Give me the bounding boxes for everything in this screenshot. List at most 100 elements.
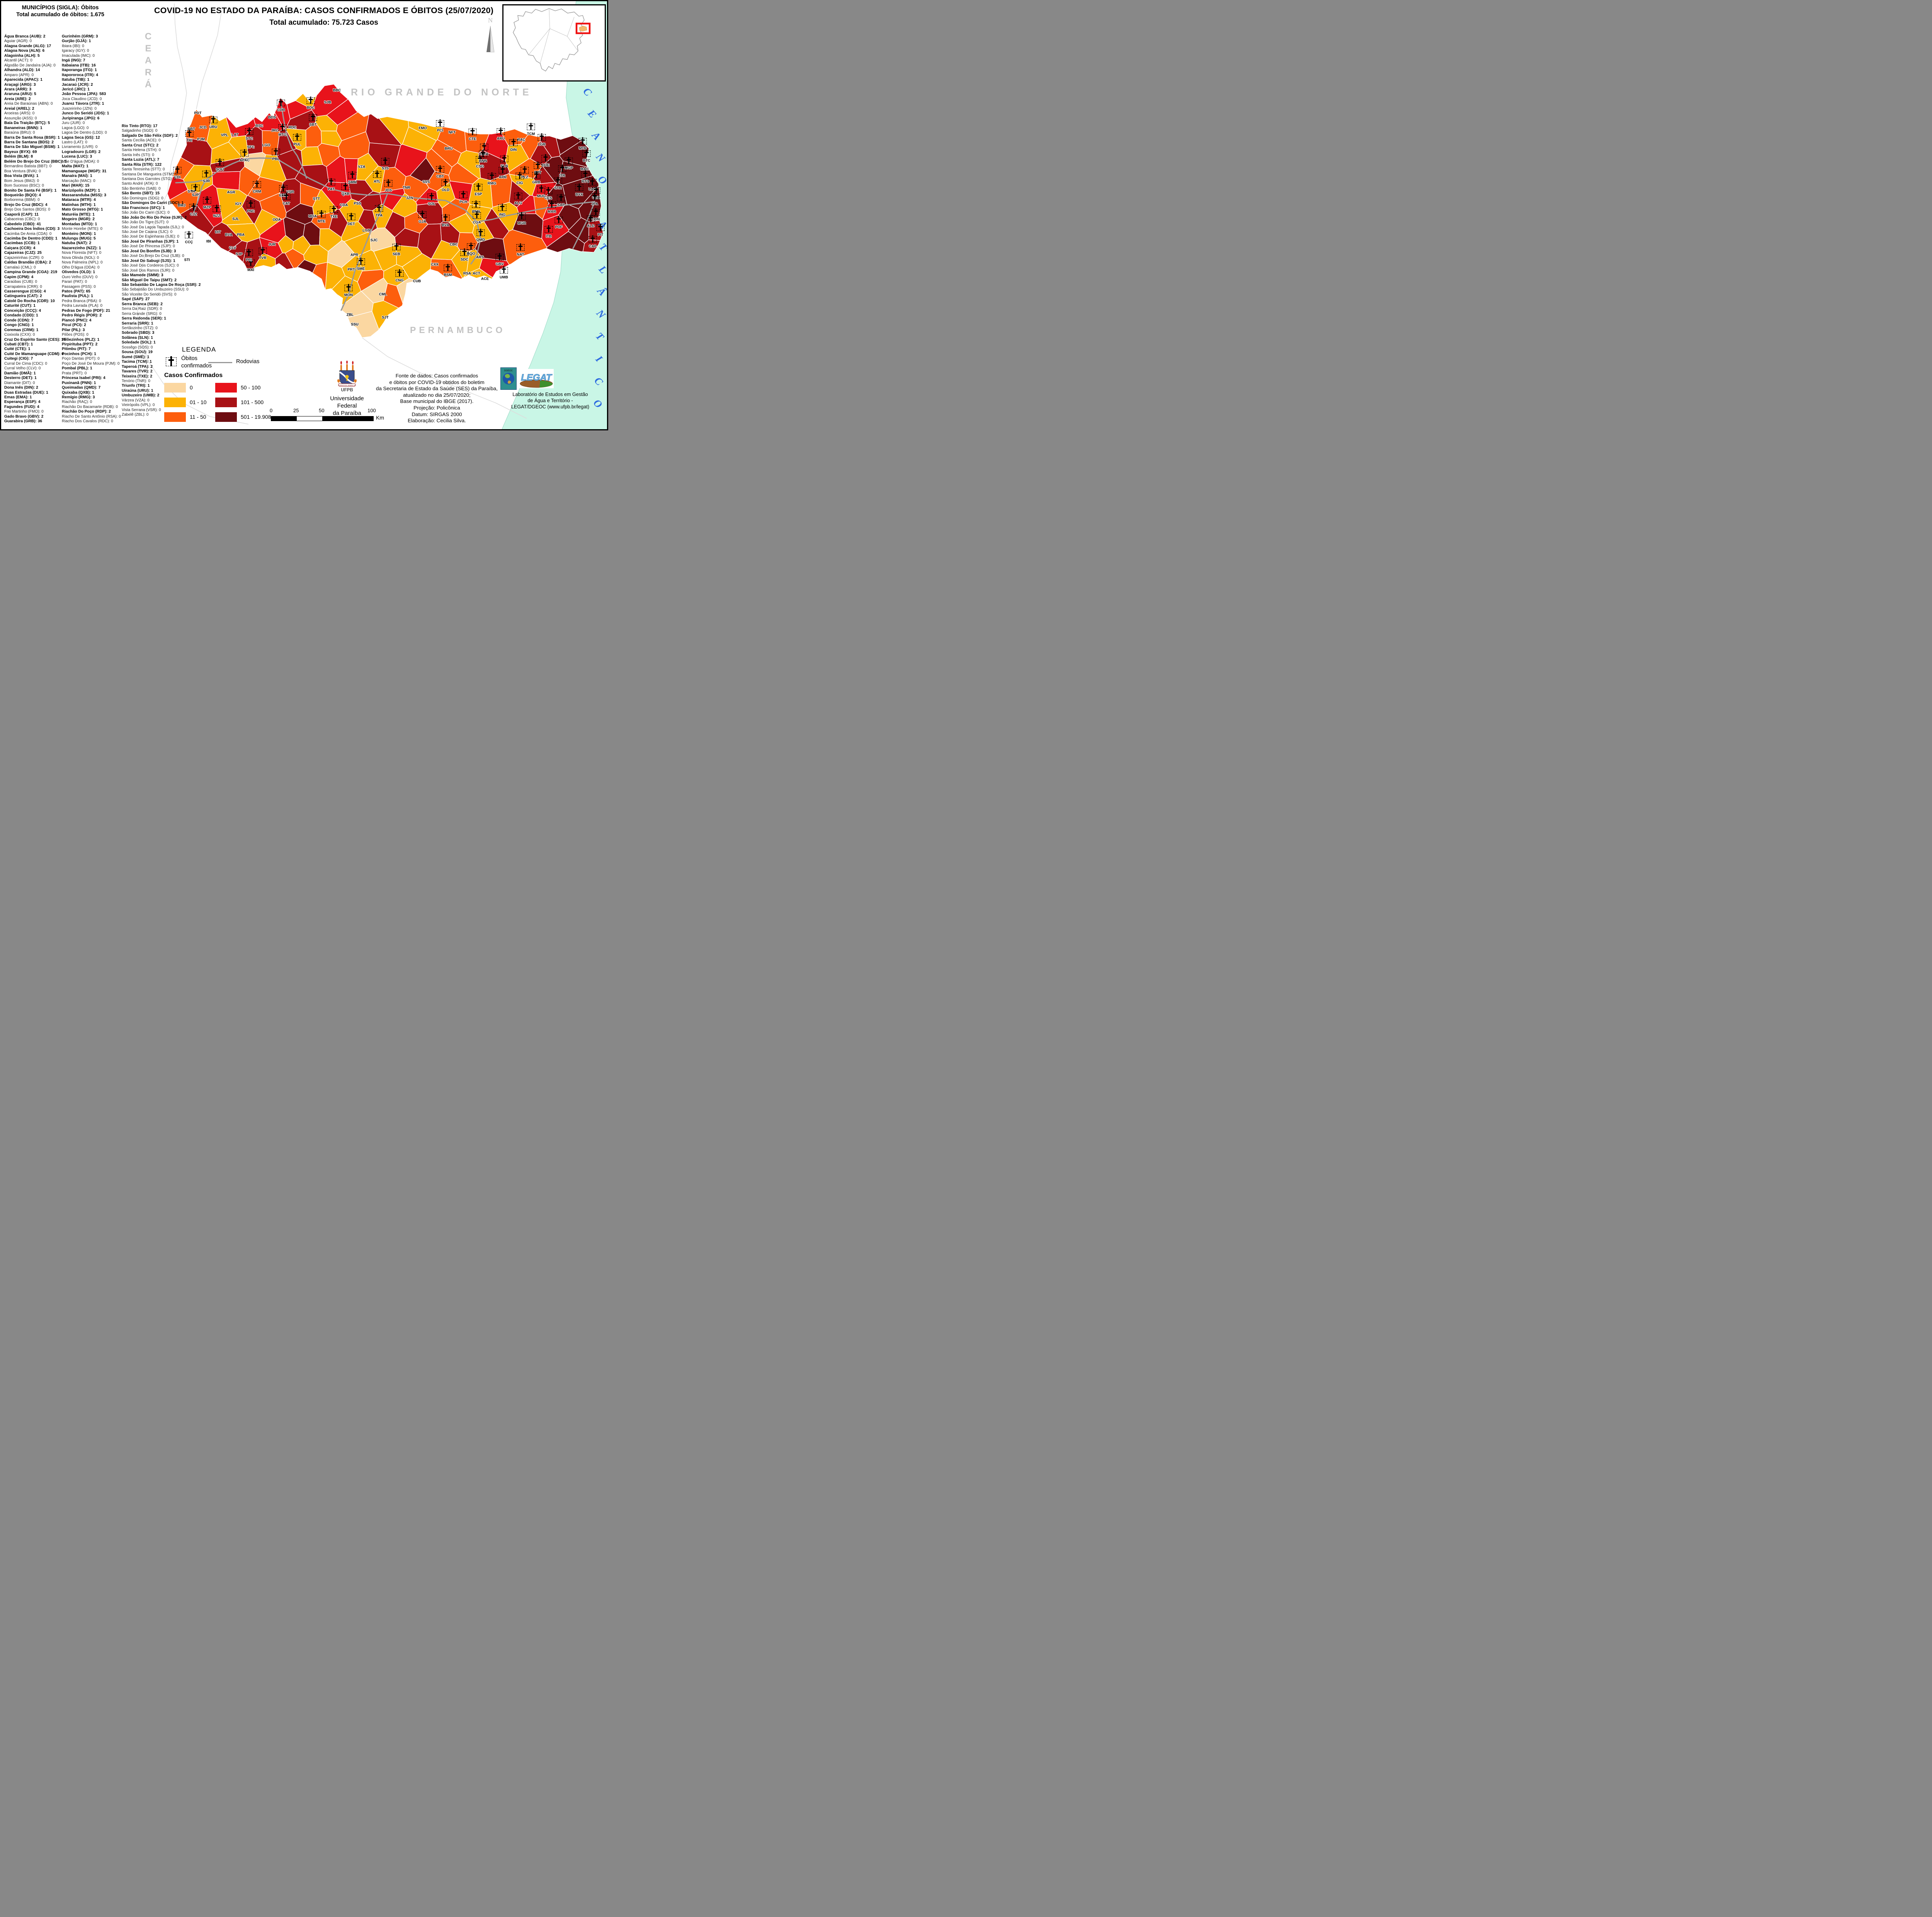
municipio-item: Umbuzeiro (UMB): 2 [122,393,160,398]
municipality-cell [372,204,393,229]
municipio-item: Duas Estradas (DUE): 1 [4,390,48,395]
municipio-item: São José Dos Cordeiros (SJC): 0 [122,263,179,268]
municipality-cell [380,167,406,192]
municipio-item: Aroeiras (ARS): 0 [4,111,35,116]
municipio-item: João Pessoa (JPA): 583 [62,92,106,97]
municipio-item: Tacima (TCM): 1 [122,360,152,364]
municipio-item: São Domingos Do Cariri (SDC): 1 [122,201,184,206]
brazil-inset-map [502,4,606,82]
municipality-column-2: Gurinhém (GRM): 3 Gurjão (GJÁ): 1 Ibiara (… [62,34,121,424]
municipio-item: Cuité (CTE): 1 [4,347,31,352]
municipio-item: Lagoa De Dentro (LDD): 0 [62,131,107,135]
municipio-item: Serra Redonda (SER): 1 [122,316,166,321]
municipio-item: Solânea (SLN): 1 [122,335,153,340]
municipio-item: Santa Rita (STR): 122 [122,162,162,167]
municipio-item: Belém (BLM): 8 [4,155,33,159]
municipio-item: Cuité De Mamanguape (CDM): 6 [4,352,64,356]
paraiba-highlight-box [575,22,591,34]
municipio-item: Picuí (PCI): 2 [62,323,86,328]
municipio-item: Maturéia (MTE): 1 [62,212,95,217]
municipio-item: Poço Dantas (PDT): 0 [62,357,100,361]
label-rio-grande-do-norte: RIO GRANDE DO NORTE [351,87,532,98]
municipio-item: Barra De Santana (BDS): 2 [4,140,54,144]
municipio-item: Prata (PRT): 0 [62,371,87,376]
municipio-item: São José De Caiana (SJC): 0 [122,229,173,234]
scale-tick-100: 100 [367,408,376,413]
municipio-item: Pedras De Fogo (PDF): 21 [62,308,111,313]
municipio-item: São Mamede (SMM): 3 [122,273,163,278]
municipio-item: Serra Grande (SRG): 0 [122,311,162,316]
legend-title: LEGENDA [182,346,216,353]
municipality-cell [275,253,294,270]
municipio-item: Itabaiana (ITB): 16 [62,63,96,68]
ufpb-logo: SAPIENTIA ÆDIFICAT UFPB [337,360,357,392]
municipio-item: Santa Helena (STH): 0 [122,148,161,153]
municipio-item: Damião (DMÃ): 1 [4,371,36,376]
road-line [280,100,307,179]
municipality-cell [338,131,370,159]
municipio-item: Borborema (BBM): 0 [4,198,40,202]
municipio-item: Guarabira (GRB): 36 [4,419,42,424]
scale-tick-50: 50 [319,408,325,413]
municipality-cell [216,187,248,221]
municipio-item: Frei Martinho (FMO): 0 [4,410,44,414]
municipio-item: Condado (CDD): 1 [4,313,38,318]
municipio-item: Pedra Branca (PBA): 0 [62,299,101,303]
municipality-list-panel: MUNICÍPIOS (SIGLA): Óbitos Total acumula… [1,1,201,429]
municipio-item: Brejo Do Cruz (BDC): 4 [4,202,48,207]
municipio-item: Barra De São Miguel (BSM): 1 [4,145,60,150]
municipio-item: Paulista (PUL): 1 [62,294,93,299]
municipio-item: Sumé (SMÉ): 1 [122,355,150,359]
municipio-item: Alagoa Grande (ALG): 17 [4,44,51,48]
municipio-item: Bom Sucesso (BSC): 0 [4,184,44,188]
north-arrow-icon [486,25,495,53]
dgeoc-logo: DGEOC [500,367,517,390]
ufpb-name-line1: Universidade Federal [330,395,364,409]
municipio-item: Boa Ventura (BVA): 0 [4,169,41,173]
municipio-item: São José De Princesa (SJP): 0 [122,244,175,249]
municipio-item: Puxinanã (PNN): 1 [62,381,96,385]
municipality-cell [254,209,282,235]
municipio-item: Zabelê (ZBL): 0 [122,413,149,417]
north-arrow: N [482,17,499,55]
municipio-item: Logradouro (LGR): 2 [62,150,101,154]
municipio-item: Lastro (LAT): 0 [62,140,87,144]
municipio-item: Cacimbas (CCB): 1 [4,241,40,246]
municipio-item: Cachoeira Dos Índios (CDI): 3 [4,227,60,231]
municipio-item: Cajazeirinhas (CZR): 0 [4,255,44,260]
municipio-item: São José Dos Ramos (SJR): 0 [122,268,175,273]
municipio-item: Coremas (CRM): 1 [4,328,39,332]
municipio-item: São Bentinho (SAB): 0 [122,186,161,191]
municipio-item: Aparecida (APAC): 1 [4,78,43,82]
municipio-item: Bonito De Santa Fé (BSF): 1 [4,188,57,193]
municipio-item: Riachão Do Bacamarte (RDB): 0 [62,404,118,409]
municipio-item: Uiraúna (URU): 1 [122,388,153,393]
municipio-item: Igaracy (IGY): 0 [62,49,89,53]
municipality-cell [226,223,260,243]
municipio-item: Congo (CNG): 1 [4,323,34,328]
municipio-item: Cruz Do Espírito Santo (CES): 16 [4,337,66,342]
legend-obitos-line: confirmados [181,363,212,369]
road-line-icon [208,362,232,363]
municipio-item: Baía Da Traição (BTÇ): 5 [4,121,50,126]
municipio-item: Caturité (CUT): 1 [4,304,36,308]
municipality-cell [238,166,260,196]
title-line1: COVID-19 NO ESTADO DA PARAÍBA: CASOS CON… [154,6,494,15]
municipality-cell [317,143,341,167]
municipio-item: Parari (PAT): 0 [62,280,87,284]
municipio-item: Araçagi (ARG): 3 [4,82,36,87]
municipio-item: Carrapateira (CRR): 0 [4,284,42,289]
municipio-item: Caiçara (CCR): 4 [4,246,36,250]
legend-swatch [164,412,186,422]
municipality-cell [285,203,315,225]
municipality-cell [210,157,245,173]
legend-class-label: 501 - 19.908 [241,414,271,420]
label-ceara: CEARÁ [143,31,153,91]
legend-class-label: 101 - 500 [241,399,264,405]
legend-swatch [164,383,186,393]
municipio-item: Pombal (PBL): 1 [62,366,92,371]
municipio-item: Catolé Do Rocha (CDR): 10 [4,299,55,303]
municipio-item: São Sebastião De Lagoa De Roça (SSR): 2 [122,282,201,287]
municipio-item: Boqueirão (BQO): 4 [4,193,41,197]
municipality-cell [180,204,214,236]
